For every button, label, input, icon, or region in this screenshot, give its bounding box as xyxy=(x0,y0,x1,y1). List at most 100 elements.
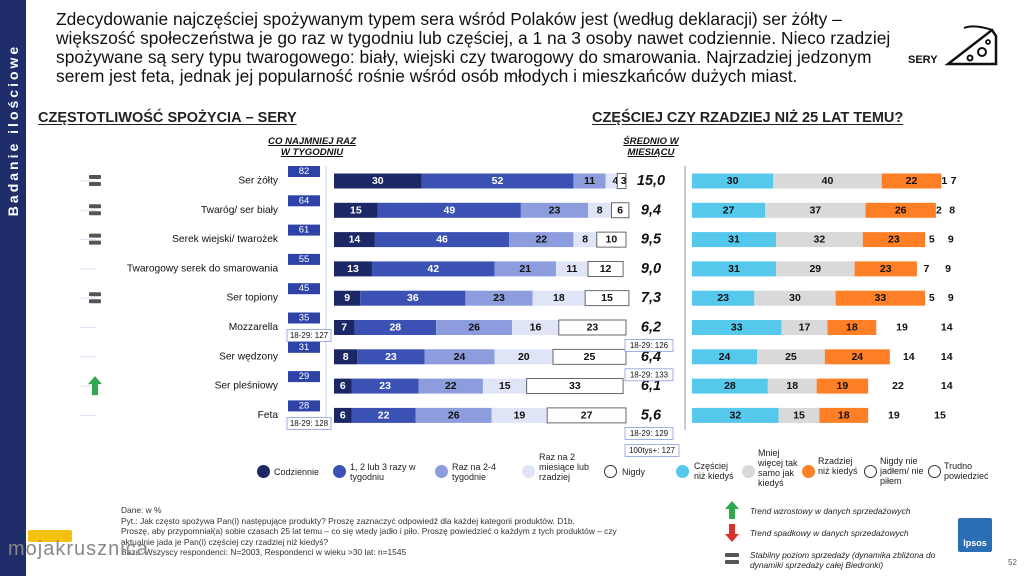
weekly-total-badge xyxy=(288,341,320,353)
weekly-total-badge xyxy=(288,283,320,295)
bar-label: 46 xyxy=(436,234,448,246)
bar-label: 23 xyxy=(385,351,397,363)
monthly-avg-label: 6,4 xyxy=(641,349,661,365)
bar-segment xyxy=(692,232,777,248)
arrow-up-icon xyxy=(725,501,739,519)
bar-segment xyxy=(692,320,782,335)
bar-label: 33 xyxy=(731,322,743,334)
weekly-total-badge xyxy=(288,371,320,383)
bar-segment xyxy=(692,173,774,189)
right-chart-title: CZĘŚCIEJ CZY RZADZIEJ NIŻ 25 LAT TEMU? xyxy=(592,110,904,126)
weekly-total-label: 82 xyxy=(299,166,310,177)
stable-icon xyxy=(89,292,101,297)
bar-label: 4 xyxy=(612,175,618,187)
bar-segment xyxy=(767,378,817,394)
bar-label: 18 xyxy=(838,409,850,421)
bar-segment xyxy=(757,349,825,365)
bar-segment xyxy=(334,290,361,306)
legend-dot-never-ate xyxy=(864,465,877,478)
legend-label-twofour: Raz na 2-4 tygodnie xyxy=(452,462,497,482)
bar-label: 9 xyxy=(945,263,951,275)
watermark-badge xyxy=(28,530,72,542)
bar-segment xyxy=(573,173,606,189)
bar-label: 30 xyxy=(727,175,739,187)
bar-segment xyxy=(773,173,882,189)
bar-segment xyxy=(778,407,820,423)
weekly-total-label: 55 xyxy=(299,254,310,265)
side-label: Badanie ilościowe xyxy=(0,0,26,576)
bar-label: 9 xyxy=(344,292,350,304)
bar-segment xyxy=(692,261,777,277)
bar-segment xyxy=(765,202,866,218)
bar-label: 28 xyxy=(724,380,736,392)
watermark-text: mojakrusznica xyxy=(8,538,149,560)
legend-dot-monthly xyxy=(522,465,535,478)
bar-label: 19 xyxy=(896,322,908,334)
bar-segment xyxy=(494,261,556,277)
subgroup-note: 100tys+: 127 xyxy=(629,446,676,455)
bar-segment xyxy=(824,349,890,365)
bar-segment xyxy=(436,320,513,335)
bar-label: 14 xyxy=(941,351,953,363)
bar-label: 32 xyxy=(730,409,742,421)
bar-label: 26 xyxy=(895,204,907,216)
bar-label: 7 xyxy=(923,263,929,275)
bar-label: 8 xyxy=(582,234,588,246)
bar-label: 13 xyxy=(347,263,359,275)
subgroup-note: 18-29: 129 xyxy=(630,429,669,438)
bar-label: 10 xyxy=(606,234,618,246)
legend-dot-more xyxy=(676,465,689,478)
bar-segment xyxy=(692,349,758,365)
bar-label: 11 xyxy=(584,175,595,187)
bar-label: 33 xyxy=(569,380,581,392)
stable-icon xyxy=(89,175,101,179)
bar-segment xyxy=(351,378,419,394)
bar-label: 16 xyxy=(530,322,542,334)
bar-segment xyxy=(854,261,917,277)
bar-segment xyxy=(354,320,437,335)
legend-label-more: Częściej niż kiedyś xyxy=(694,461,734,481)
legend-label-same: Mniej więcej tak samo jak kiedyś xyxy=(758,448,798,488)
legend-dot-same xyxy=(742,465,755,478)
bar-segment xyxy=(334,232,375,248)
bar-segment xyxy=(512,320,559,335)
bar-segment xyxy=(334,407,352,423)
bar-segment xyxy=(552,348,627,365)
bar-segment xyxy=(611,202,630,219)
weekly-total-badge xyxy=(288,195,320,207)
trend-down-label: Trend spadkowy w danych sprzedażowych xyxy=(750,528,909,538)
header-text: Zdecydowanie najczęściej spożywanym type… xyxy=(56,9,891,86)
bar-segment xyxy=(584,290,630,307)
bar-segment xyxy=(532,290,586,306)
bar-segment xyxy=(334,378,352,394)
bar-segment xyxy=(520,202,589,218)
bar-label: 3 xyxy=(621,175,627,187)
legend-label-monthly: Raz na 2 miesiące lub rzadziej xyxy=(539,452,590,482)
bar-label: 6 xyxy=(340,380,346,392)
category-label: Mozzarella xyxy=(229,322,279,333)
bar-label: 18 xyxy=(786,380,798,392)
category-label: Ser pleśniowy xyxy=(215,381,279,392)
legend-dot-less xyxy=(802,465,815,478)
bar-segment xyxy=(692,202,766,218)
monthly-column-header: ŚREDNIO W MIESIĄCU xyxy=(623,136,679,158)
bar-segment xyxy=(418,378,483,394)
monthly-avg-label: 6,2 xyxy=(641,320,661,336)
bar-segment xyxy=(482,378,527,394)
bar-label: 5 xyxy=(929,292,935,304)
page-number: 52 xyxy=(1008,558,1017,567)
bar-segment xyxy=(546,407,627,424)
bar-segment xyxy=(491,407,548,423)
bar-label: 23 xyxy=(888,234,900,246)
monthly-avg-label: 9,0 xyxy=(641,261,661,277)
subgroup-note: 18-29: 127 xyxy=(290,331,329,340)
subgroup-note-box xyxy=(624,426,674,440)
subgroup-note-box xyxy=(286,416,332,430)
bar-segment xyxy=(494,349,553,365)
stable-icon xyxy=(725,553,739,564)
subgroup-note: 18-29: 128 xyxy=(290,419,329,428)
stable-icon xyxy=(89,182,101,186)
bar-label: 14 xyxy=(349,234,361,246)
bar-label: 14 xyxy=(941,322,953,334)
